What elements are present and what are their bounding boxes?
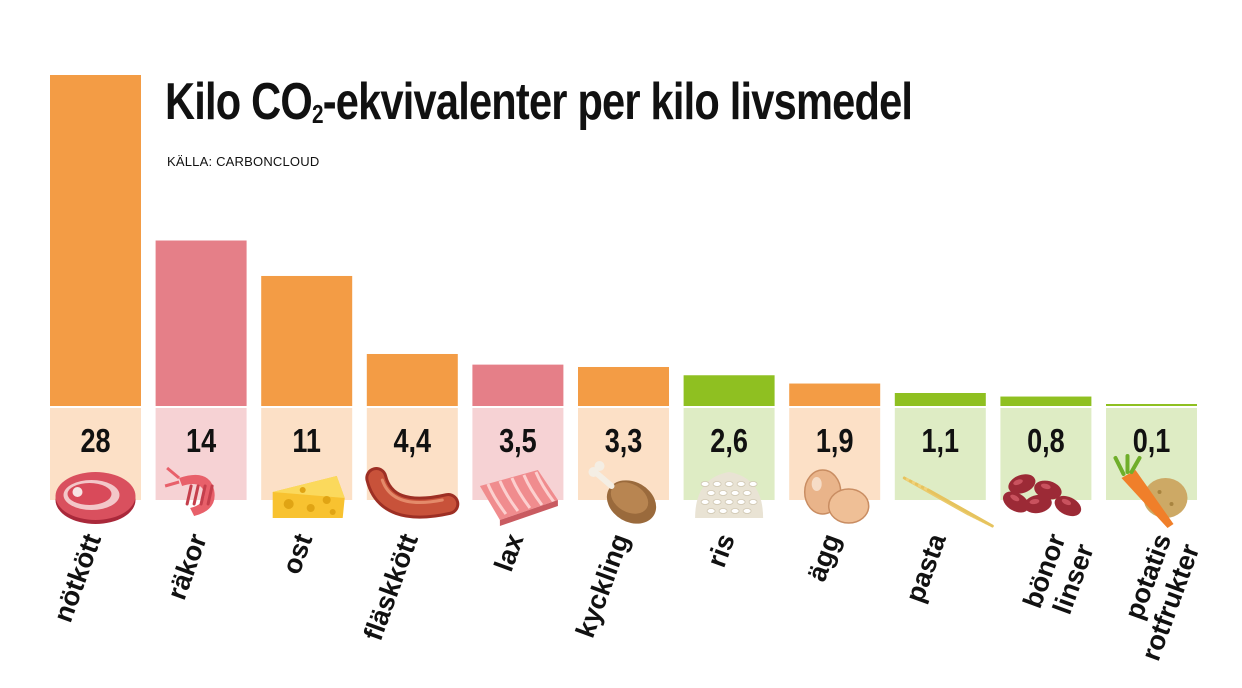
rice-icon: [695, 472, 764, 518]
steak-icon: [55, 472, 136, 524]
category-text: fläskkött: [358, 530, 424, 645]
category-text: ris: [701, 530, 740, 571]
bar-räkor: [155, 240, 247, 406]
title-subscript: 2: [311, 99, 324, 129]
value-label-kyckling: 3,3: [605, 424, 643, 460]
category-text: nötkött: [48, 530, 107, 626]
value-label-lax: 3,5: [499, 424, 537, 460]
beans-icon: [1002, 474, 1082, 517]
title-rest: -ekvivalenter per kilo livsmedel: [322, 73, 913, 131]
category-label-ost: ost: [276, 530, 318, 578]
value-label-nötkött: 28: [80, 424, 110, 460]
category-text: ost: [276, 530, 318, 578]
category-label-nötkött: nötkött: [48, 530, 107, 626]
cheese-icon: [272, 476, 345, 518]
category-label-fläskkött: fläskkött: [358, 530, 424, 645]
category-text: pasta: [900, 529, 953, 606]
title-main: Kilo CO: [165, 73, 313, 131]
chart-title: Kilo CO2-ekvivalenter per kilo livsmedel: [165, 70, 913, 146]
category-text: ägg: [802, 530, 847, 585]
value-label-potatis-rotfrukter: 0,1: [1133, 424, 1171, 460]
value-box-pasta: [894, 408, 986, 500]
value-label-fläskkött: 4,4: [394, 424, 432, 460]
category-label-kyckling: kyckling: [570, 530, 635, 642]
category-text: lax: [489, 530, 530, 576]
value-label-pasta: 1,1: [922, 424, 960, 460]
category-text: räkor: [161, 529, 212, 603]
bar-pasta: [894, 392, 986, 406]
chicken-leg-icon: [588, 461, 657, 524]
value-label-ägg: 1,9: [816, 424, 854, 460]
bar-lax: [472, 364, 564, 406]
bar-nötkött: [50, 75, 141, 406]
salmon-icon: [479, 470, 558, 526]
sausage-icon: [365, 467, 460, 519]
category-label-räkor: räkor: [161, 529, 212, 603]
pasta-icon: [902, 476, 994, 528]
value-label-ost: 11: [292, 424, 321, 460]
category-label-ägg: ägg: [802, 530, 847, 585]
carrot-potato-icon: [1113, 454, 1188, 528]
value-label-bönor-linser: 0,8: [1027, 424, 1065, 460]
category-text: kyckling: [570, 530, 635, 642]
bar-ost: [261, 275, 353, 406]
bar-ris: [683, 375, 775, 406]
shrimp-icon: [164, 466, 215, 516]
bar-fläskkött: [366, 353, 458, 406]
category-label-lax: lax: [489, 530, 530, 576]
bar-kyckling: [578, 366, 669, 406]
value-label-ris: 2,6: [710, 424, 748, 460]
category-label-pasta: pasta: [900, 529, 953, 606]
bar-bönor-linser: [1000, 396, 1092, 406]
eggs-icon: [803, 469, 870, 524]
category-label-ris: ris: [701, 530, 740, 571]
bar-potatis-rotfrukter: [1106, 404, 1197, 406]
source-label: KÄLLA: CARBONCLOUD: [167, 154, 320, 169]
bar-ägg: [789, 383, 881, 406]
value-label-räkor: 14: [186, 424, 216, 460]
